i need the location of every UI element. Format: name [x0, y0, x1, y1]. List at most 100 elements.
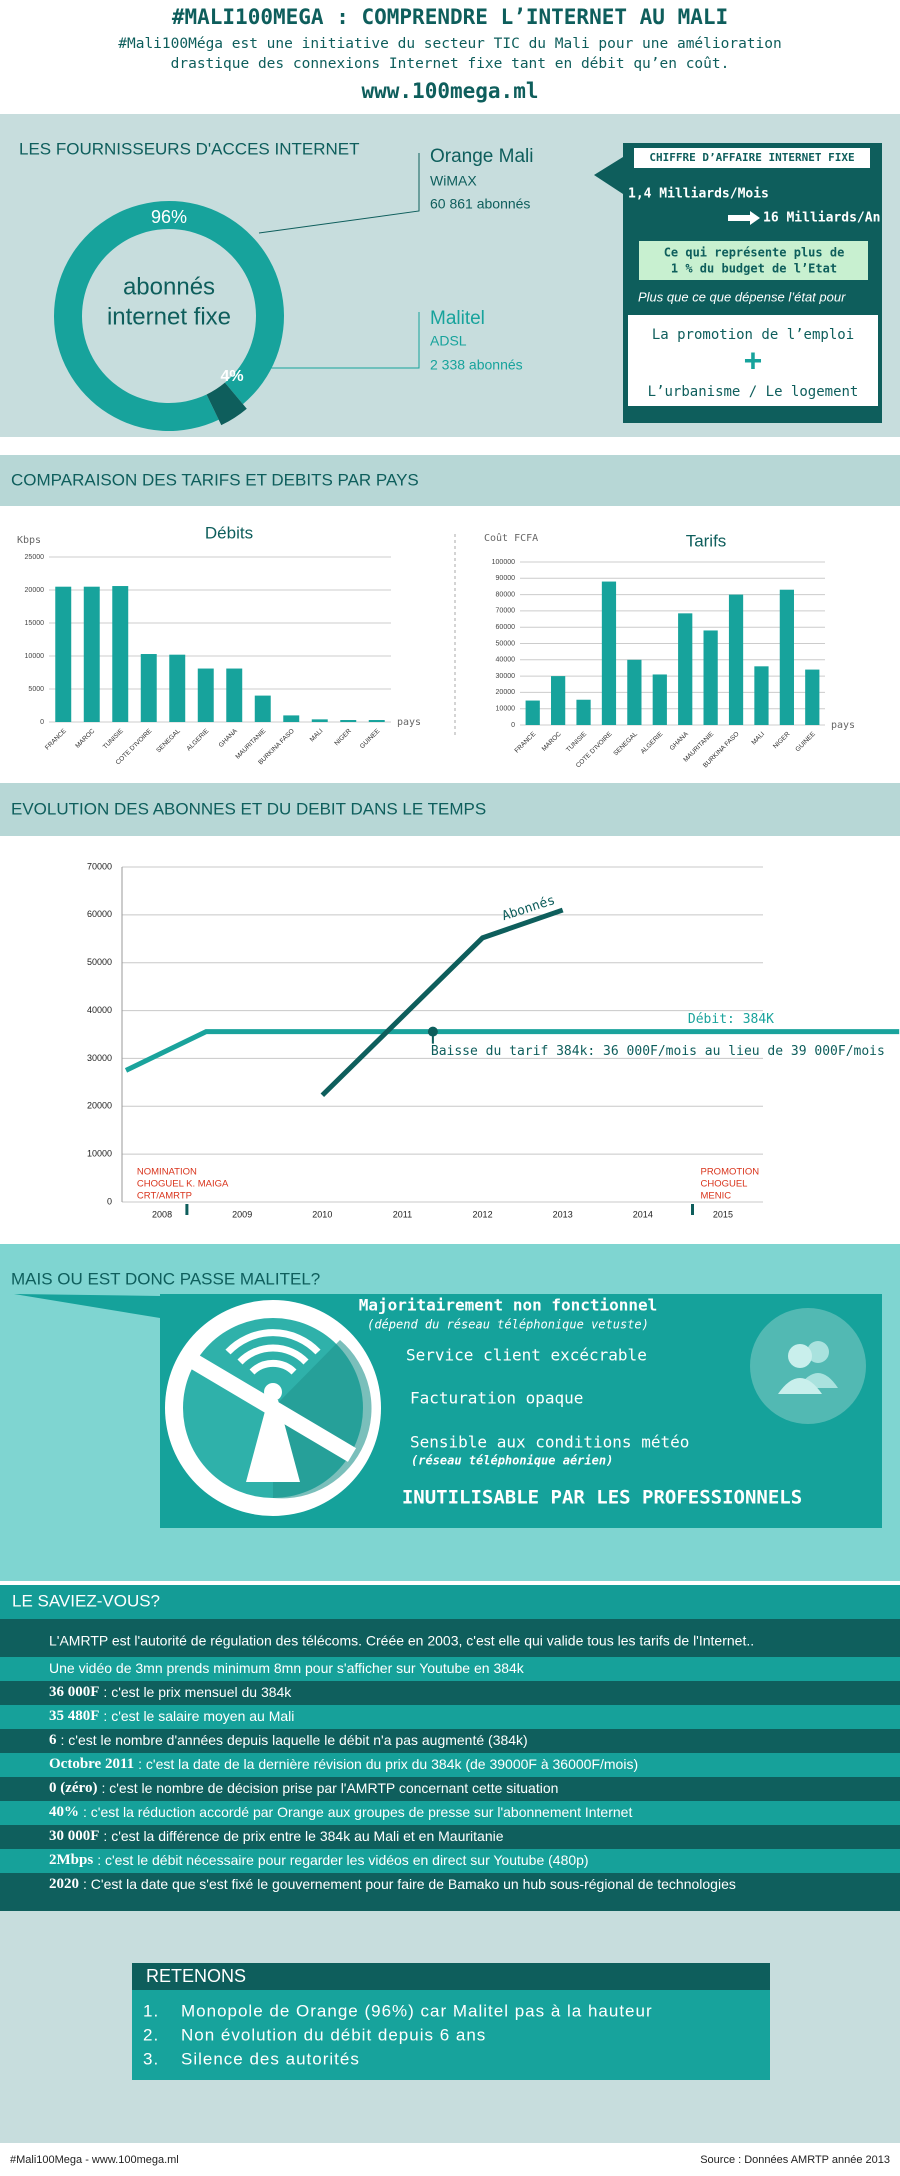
operator-tech: WiMAX [430, 173, 477, 189]
footer-left: #Mali100Mega - www.100mega.ml [10, 2154, 179, 2166]
y-tick-label: 20000 [496, 689, 516, 696]
fact-text: : c'est la réduction accordé par Orange … [83, 1804, 632, 1820]
bar [169, 654, 186, 722]
conclusion: INUTILISABLE PAR LES PROFESSIONNELS [402, 1487, 802, 1509]
operator-tech: ADSL [430, 333, 467, 349]
x-tick-label: 2010 [312, 1209, 332, 1219]
section-title: COMPARAISON DES TARIFS ET DEBITS PAR PAY… [11, 470, 419, 489]
fact-text: : c'est le salaire moyen au Mali [103, 1708, 294, 1724]
bar [283, 715, 300, 722]
x-tick-label: GHANA [669, 730, 691, 752]
series-label: Débit: 384K [688, 1012, 774, 1027]
budget-text: 1 % du budget de l’Etat [671, 262, 837, 276]
chart-title: Débits [205, 523, 253, 542]
y-axis-label: Kbps [17, 535, 41, 546]
fact-row-bg [0, 1825, 900, 1849]
fact-text: : c'est le débit nécessaire pour regarde… [97, 1852, 588, 1868]
fact-highlight: 2Mbps [49, 1852, 93, 1868]
fact-highlight: 40% [49, 1804, 79, 1820]
section-title: LES FOURNISSEURS D'ACCES INTERNET [19, 139, 359, 158]
bar [254, 695, 271, 722]
connector [258, 153, 420, 234]
x-tick-label: GHANA [218, 727, 240, 749]
y-tick-label: 70000 [496, 608, 516, 615]
fact: 36 000F: c'est le prix mensuel du 384k [49, 1684, 292, 1701]
y-tick-label: 20000 [25, 587, 45, 594]
annotation: Baisse du tarif 384k: 36 000F/mois au li… [431, 1044, 885, 1059]
summary-item: Monopole de Orange (96%) car Malitel pas… [181, 2001, 653, 2020]
x-tick-label: FRANCE [513, 730, 537, 754]
y-tick-label: 0 [107, 1196, 112, 1206]
users-icon [750, 1308, 866, 1424]
fact: 2Mbps: c'est le débit nécessaire pour re… [49, 1852, 589, 1869]
y-tick-label: 15000 [25, 620, 45, 627]
bar [754, 666, 769, 725]
event-label: CHOGUEL [700, 1179, 747, 1190]
donut-center-label: abonnés [123, 273, 215, 300]
fact-highlight: 36 000F [49, 1684, 99, 1700]
callout-pointer [14, 1294, 160, 1318]
fact-highlight: 35 480F [49, 1708, 99, 1724]
fact-highlight: 6 [49, 1732, 57, 1748]
fact-text: : c'est le prix mensuel du 384k [103, 1684, 292, 1700]
summary-number: 2. [143, 2025, 159, 2044]
bar [83, 586, 100, 722]
chart-title: Tarifs [686, 531, 727, 550]
y-tick-label: 0 [511, 722, 515, 729]
fact-row-bg [0, 1849, 900, 1873]
x-tick-label: TUNISIE [102, 727, 126, 751]
x-tick-label: 2011 [393, 1209, 412, 1219]
fact-text: : c'est le nombre de décision prise par … [101, 1780, 558, 1796]
operator-name: Malitel [430, 308, 485, 329]
summary-item: Silence des autorités [181, 2049, 360, 2068]
value-label: 4% [220, 368, 243, 385]
bar [703, 630, 718, 725]
y-tick-label: 25000 [25, 554, 45, 561]
fact-row-bg [0, 1801, 900, 1825]
fact: Une vidéo de 3mn prends minimum 8mn pour… [49, 1660, 525, 1676]
x-tick-label: 2012 [473, 1209, 493, 1219]
series-line [124, 1029, 900, 1073]
spending-item: La promotion de l’emploi [652, 327, 854, 343]
y-tick-label: 30000 [496, 673, 516, 680]
x-tick-label: MALI [309, 728, 325, 744]
budget-text: Ce qui représente plus de [664, 246, 845, 260]
x-tick-label: FRANCE [44, 727, 68, 751]
bar [652, 674, 667, 725]
bar [226, 668, 243, 722]
bar [728, 594, 744, 725]
fact-row-bg [0, 1873, 900, 1897]
x-axis-label: pays [397, 717, 421, 728]
summary-header-bg [132, 1963, 770, 1990]
section-title: LE SAVIEZ-VOUS? [12, 1591, 160, 1610]
fact-text: : c'est la date de la dernière révision … [138, 1756, 638, 1772]
issue: Service client excécrable [406, 1346, 647, 1365]
x-tick-label: 2009 [232, 1209, 252, 1219]
bar [678, 613, 693, 725]
revenue-header-bg [634, 148, 870, 168]
summary-title: RETENONS [146, 1966, 246, 1986]
fact: 30 000F: c'est la différence de prix ent… [49, 1828, 504, 1845]
bar [627, 659, 642, 725]
bar [601, 581, 617, 725]
bar [551, 676, 566, 725]
y-tick-label: 40000 [496, 657, 516, 664]
fact: 40%: c'est la réduction accordé par Oran… [49, 1804, 632, 1821]
spending-item: L’urbanisme / Le logement [648, 384, 859, 400]
facts-header-bg [0, 1585, 900, 1619]
x-tick-label: NIGER [772, 730, 792, 750]
bar [140, 654, 157, 722]
fact-text: : c'est le nombre d'années depuis laquel… [61, 1732, 528, 1748]
summary-body-bg [132, 1990, 770, 2080]
comparison-header-bg [0, 455, 900, 506]
fact: Octobre 2011: c'est la date de la derniè… [49, 1756, 638, 1773]
operator-name: Orange Mali [430, 146, 534, 167]
x-tick-label: SENEGAL [612, 730, 639, 757]
url: www.100mega.ml [361, 79, 538, 103]
no-signal-icon [165, 1300, 381, 1516]
y-tick-label: 50000 [87, 957, 112, 967]
bar [311, 719, 328, 722]
fact-row-bg [0, 1657, 900, 1681]
fact-row-bg [0, 1753, 900, 1777]
evolution-header-bg [0, 783, 900, 836]
